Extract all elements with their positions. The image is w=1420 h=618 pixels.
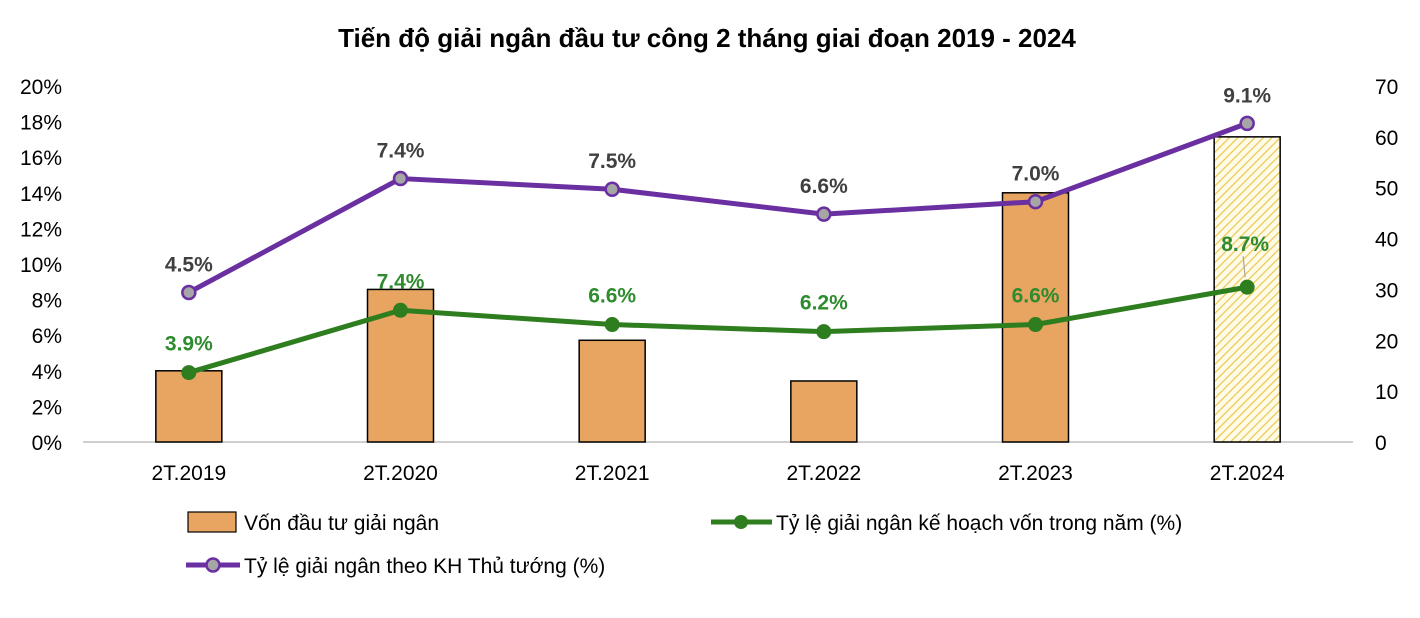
- green-series-point: [1239, 279, 1255, 295]
- purple-series-point: [604, 181, 620, 197]
- x-tick-label: 2T.2020: [363, 462, 438, 485]
- line-series: 4.5% 7.4% 7.5% 6.6% 7.0% 9.1% 3.9% 7.4% 6.6% 6.2%…: [165, 84, 1271, 381]
- purple-series-point: [1239, 115, 1255, 132]
- bar: [790, 380, 858, 443]
- purple-series-point: [816, 206, 832, 222]
- green-data-label: 6.2%: [800, 292, 848, 315]
- right-axis-tick-label: 20: [1375, 330, 1398, 353]
- green-data-label: 6.6%: [1012, 285, 1060, 308]
- green-data-label: 8.7%: [1221, 233, 1269, 256]
- left-axis-tick-label: 0%: [32, 432, 62, 455]
- legend-label-bar: Vốn đầu tư giải ngân: [244, 512, 439, 535]
- right-axis-tick-label: 30: [1375, 279, 1398, 302]
- green-series-point: [1028, 317, 1043, 333]
- legend: Vốn đầu tư giải ngân Tỷ lệ giải ngân kế h…: [186, 511, 1182, 578]
- right-axis: 0 10 20 30 40 50 60 70: [1375, 76, 1398, 455]
- green-series-line: [188, 284, 1248, 375]
- green-data-label: 3.9%: [165, 333, 213, 356]
- chart-title: Tiến độ giải ngân đầu tư công 2 tháng gi…: [338, 23, 1076, 53]
- green-data-label: 7.4%: [377, 270, 425, 293]
- bar-series: [155, 136, 1281, 443]
- green-series-point: [181, 365, 197, 381]
- label-leader-line: [1242, 256, 1246, 278]
- left-axis-tick-label: 2%: [32, 396, 62, 419]
- x-tick-label: 2T.2021: [575, 462, 650, 485]
- left-axis-tick-label: 14%: [20, 183, 62, 206]
- left-axis-tick-label: 10%: [20, 254, 62, 277]
- right-axis-tick-label: 60: [1375, 127, 1398, 150]
- legend-swatch-bar: [187, 511, 237, 533]
- legend-label-green: Tỷ lệ giải ngân kế hoạch vốn trong năm (…: [776, 512, 1182, 535]
- legend-label-purple: Tỷ lệ giải ngân theo KH Thủ tướng (%): [244, 555, 605, 578]
- purple-data-label: 9.1%: [1223, 84, 1271, 107]
- purple-data-label: 4.5%: [165, 253, 213, 276]
- left-axis-tick-label: 20%: [20, 76, 62, 99]
- x-tick-label: 2T.2023: [998, 462, 1073, 485]
- purple-series-point: [392, 170, 409, 187]
- green-data-label: 6.6%: [588, 285, 636, 308]
- purple-data-label: 7.0%: [1012, 163, 1060, 186]
- left-axis-tick-label: 4%: [32, 361, 62, 384]
- purple-series-line: [187, 121, 1249, 295]
- right-axis-tick-label: 0: [1375, 432, 1387, 455]
- right-axis-tick-label: 70: [1375, 76, 1398, 99]
- left-axis-tick-label: 6%: [32, 325, 62, 348]
- purple-data-label: 7.4%: [377, 140, 425, 163]
- green-series-point: [816, 324, 832, 340]
- legend-swatch-purple-point: [205, 557, 221, 573]
- left-axis-tick-label: 8%: [32, 290, 62, 313]
- left-axis-tick-label: 12%: [20, 218, 62, 241]
- purple-data-label: 6.6%: [800, 175, 848, 198]
- left-axis-tick-label: 16%: [20, 147, 62, 170]
- right-axis-tick-label: 50: [1375, 178, 1398, 201]
- right-axis-tick-label: 10: [1375, 381, 1398, 404]
- purple-data-label: 7.5%: [588, 150, 636, 173]
- purple-series-point: [1027, 193, 1044, 210]
- green-series-point: [604, 317, 620, 333]
- left-axis: 0% 2% 4% 6% 8% 10% 12% 14% 16% 18% 20%: [20, 76, 62, 455]
- right-axis-tick-label: 40: [1375, 229, 1398, 252]
- x-tick-label: 2T.2022: [786, 462, 861, 485]
- legend-swatch-green-point: [734, 515, 748, 529]
- bar: [155, 370, 223, 443]
- green-series-point: [393, 302, 408, 318]
- purple-series-point: [181, 284, 197, 301]
- x-tick-label: 2T.2019: [151, 462, 226, 485]
- left-axis-tick-label: 18%: [20, 112, 62, 135]
- bar: [578, 339, 646, 443]
- x-tick-label: 2T.2024: [1210, 462, 1285, 485]
- x-axis-categories: 2T.2019 2T.2020 2T.2021 2T.2022 2T.2023 2T.20…: [151, 462, 1284, 485]
